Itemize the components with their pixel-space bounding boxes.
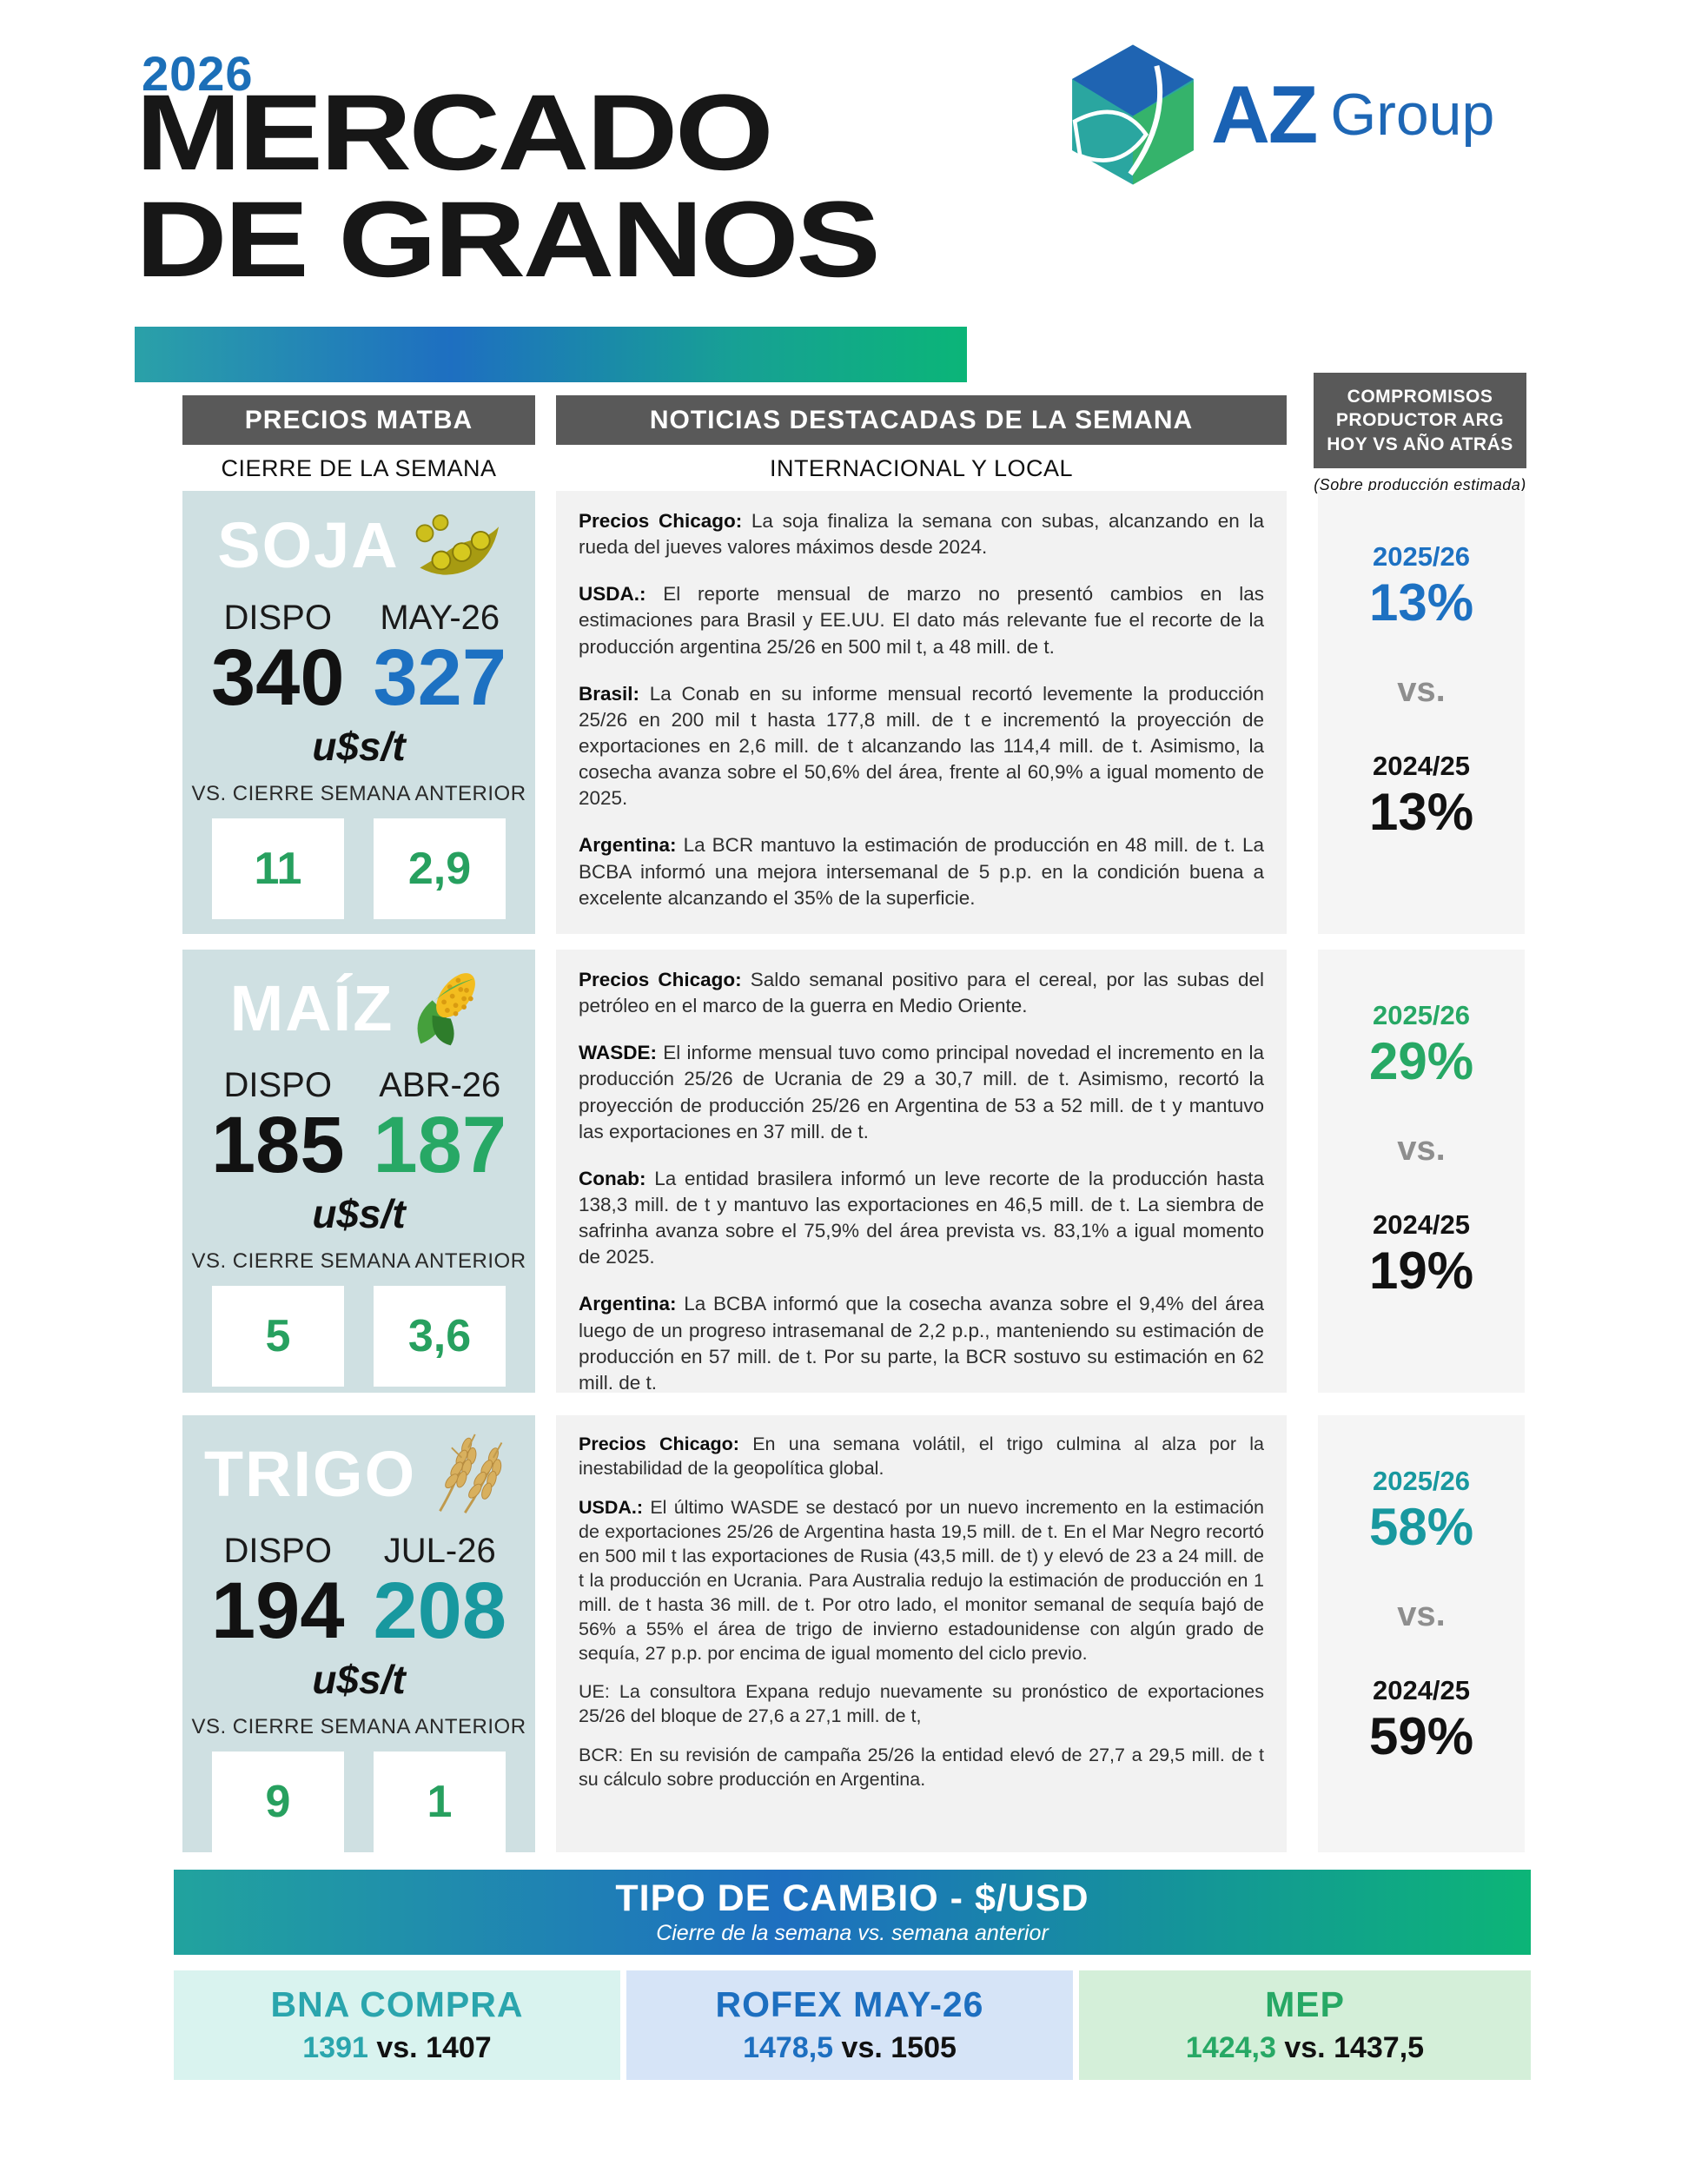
news-paragraph: Precios Chicago: Saldo semanal positivo … bbox=[579, 969, 1264, 1017]
precios-subheader: CIERRE DE LA SEMANA bbox=[221, 455, 497, 481]
report-year: 2026 bbox=[142, 46, 254, 101]
trigo-spot-label: DISPO bbox=[223, 1532, 332, 1570]
news-paragraph: Brasil: La Conab en su informe mensual r… bbox=[579, 682, 1264, 810]
soja-delta-spot: 11 bbox=[212, 818, 344, 919]
trigo-season-new: 2025/26 bbox=[1372, 1466, 1471, 1496]
trigo-unit: u$s/t bbox=[312, 1656, 406, 1702]
soja-vs-label: vs. bbox=[1397, 671, 1446, 709]
soja-season-old: 2024/25 bbox=[1372, 751, 1471, 781]
soja-future-value: 327 bbox=[373, 633, 507, 722]
soja-spot-value: 340 bbox=[211, 633, 345, 722]
trigo-season-old: 2024/25 bbox=[1372, 1675, 1471, 1705]
soja-spot-label: DISPO bbox=[223, 599, 332, 637]
soja-season-new: 2025/26 bbox=[1372, 541, 1471, 572]
soja-title: SOJA bbox=[217, 509, 400, 581]
news-paragraph: USDA.: El reporte mensual de marzo no pr… bbox=[579, 583, 1264, 658]
maiz-future-value: 187 bbox=[373, 1101, 507, 1189]
trigo-news-section: Precios Chicago: En una semana volátil, … bbox=[556, 1415, 1287, 1852]
maiz-commitments-panel: 2025/26 29% vs. 2024/25 19% bbox=[1318, 950, 1525, 1393]
trigo-pct-old: 59% bbox=[1368, 1707, 1474, 1765]
soja-pct-old: 13% bbox=[1368, 783, 1474, 841]
maiz-delta-spot: 5 bbox=[212, 1285, 344, 1387]
news-paragraph: UE: La consultora Expana redujo nuevamen… bbox=[579, 1681, 1264, 1727]
trigo-commitments-panel: 2025/26 58% vs. 2024/25 59% bbox=[1318, 1415, 1525, 1852]
maiz-pct-old: 19% bbox=[1368, 1242, 1474, 1300]
precios-matba-header: PRECIOS MATBA bbox=[182, 395, 535, 445]
maiz-title: MAÍZ bbox=[229, 972, 394, 1044]
news-paragraph: Conab: La entidad brasilera informó un l… bbox=[579, 1167, 1264, 1268]
news-paragraph: USDA.: El último WASDE se destacó por un… bbox=[579, 1496, 1264, 1664]
bna-compra-values: 1391 vs. 1407 bbox=[302, 2031, 492, 2065]
page-title-line2: DE GRANOS bbox=[136, 179, 881, 300]
mep-box: MEP 1424,3 vs. 1437,5 bbox=[1079, 1970, 1531, 2080]
soybean-icon bbox=[410, 508, 500, 583]
trigo-title: TRIGO bbox=[203, 1438, 417, 1510]
wheat-icon bbox=[427, 1433, 513, 1516]
bna-compra-box: BNA COMPRA 1391 vs. 1407 bbox=[174, 1970, 620, 2080]
header-gradient-bar bbox=[135, 327, 967, 382]
rofex-label: ROFEX MAY-26 bbox=[715, 1983, 984, 2024]
trigo-pct-new: 58% bbox=[1368, 1498, 1474, 1556]
mep-values: 1424,3 vs. 1437,5 bbox=[1185, 2031, 1425, 2065]
soja-commitments-panel: 2025/26 13% vs. 2024/25 13% bbox=[1318, 491, 1525, 934]
bna-compra-label: BNA COMPRA bbox=[270, 1983, 524, 2024]
news-paragraph: WASDE: El informe mensual tuvo como prin… bbox=[579, 1042, 1264, 1142]
maiz-vs-label: vs. bbox=[1397, 1129, 1446, 1168]
exchange-rate-subtitle: Cierre de la semana vs. semana anterior bbox=[656, 1921, 1049, 1946]
corn-icon bbox=[404, 967, 487, 1050]
news-paragraph: Argentina: La BCBA informó que la cosech… bbox=[579, 1293, 1264, 1393]
maiz-spot-label: DISPO bbox=[223, 1066, 332, 1104]
page-title: MERCADO DE GRANOS bbox=[136, 73, 881, 300]
trigo-price-card: TRIGO bbox=[182, 1415, 535, 1852]
maiz-spot-value: 185 bbox=[211, 1101, 345, 1189]
mep-label: MEP bbox=[1265, 1983, 1345, 2024]
maiz-news-section: Precios Chicago: Saldo semanal positivo … bbox=[556, 950, 1287, 1393]
maiz-future-label: ABR-26 bbox=[379, 1066, 501, 1104]
page-title-line1: MERCADO bbox=[136, 73, 774, 193]
noticias-header: NOTICIAS DESTACADAS DE LA SEMANA bbox=[556, 395, 1287, 445]
maiz-season-new: 2025/26 bbox=[1372, 1000, 1471, 1030]
trigo-delta-future: 1 bbox=[374, 1751, 506, 1852]
maiz-unit: u$s/t bbox=[312, 1190, 406, 1236]
news-paragraph: Precios Chicago: En una semana volátil, … bbox=[579, 1434, 1264, 1479]
soja-vs-note: VS. CIERRE SEMANA ANTERIOR bbox=[191, 781, 526, 805]
az-hexagon-logo-icon bbox=[1067, 42, 1199, 188]
noticias-subheader: INTERNACIONAL Y LOCAL bbox=[769, 455, 1074, 481]
soja-future-label: MAY-26 bbox=[380, 599, 500, 637]
maiz-vs-note: VS. CIERRE SEMANA ANTERIOR bbox=[191, 1248, 526, 1273]
maiz-price-card: MAÍZ DISPO 185 ABR-26 187 bbox=[182, 950, 535, 1393]
news-paragraph: Argentina: La BCR mantuvo la estimación … bbox=[579, 834, 1264, 909]
trigo-future-value: 208 bbox=[373, 1566, 507, 1655]
trigo-vs-note: VS. CIERRE SEMANA ANTERIOR bbox=[191, 1714, 526, 1738]
soja-pct-new: 13% bbox=[1368, 573, 1474, 632]
news-paragraph: Precios Chicago: La soja finaliza la sem… bbox=[579, 510, 1264, 559]
exchange-rate-title: TIPO DE CAMBIO - $/USD bbox=[615, 1877, 1089, 1919]
compromisos-subheader: (Sobre producción estimada) bbox=[1314, 476, 1526, 493]
maiz-season-old: 2024/25 bbox=[1372, 1209, 1471, 1240]
soja-unit: u$s/t bbox=[312, 723, 406, 769]
compromisos-header: COMPROMISOS PRODUCTOR ARG HOY VS AÑO ATR… bbox=[1314, 373, 1526, 468]
trigo-vs-label: vs. bbox=[1397, 1595, 1446, 1633]
soja-delta-future: 2,9 bbox=[374, 818, 506, 919]
news-paragraph: BCR: En su revisión de campaña 25/26 la … bbox=[579, 1745, 1265, 1791]
trigo-future-label: JUL-26 bbox=[383, 1532, 496, 1570]
rofex-values: 1478,5 vs. 1505 bbox=[743, 2031, 957, 2065]
maiz-delta-future: 3,6 bbox=[374, 1285, 506, 1387]
rofex-box: ROFEX MAY-26 1478,5 vs. 1505 bbox=[626, 1970, 1073, 2080]
az-group-logo: AZ Group bbox=[1067, 42, 1494, 188]
exchange-rate-banner: TIPO DE CAMBIO - $/USD Cierre de la sema… bbox=[174, 1870, 1531, 1955]
maiz-pct-new: 29% bbox=[1368, 1032, 1474, 1090]
trigo-delta-spot: 9 bbox=[212, 1751, 344, 1852]
logo-text-group: Group bbox=[1330, 82, 1495, 148]
trigo-spot-value: 194 bbox=[211, 1566, 345, 1655]
soja-price-card: SOJA DISPO 340 MAY-26 327 u$s/t VS. CIER… bbox=[182, 491, 535, 934]
soja-news-section: Precios Chicago: La soja finaliza la sem… bbox=[556, 491, 1287, 934]
logo-text-az: AZ bbox=[1211, 69, 1318, 160]
